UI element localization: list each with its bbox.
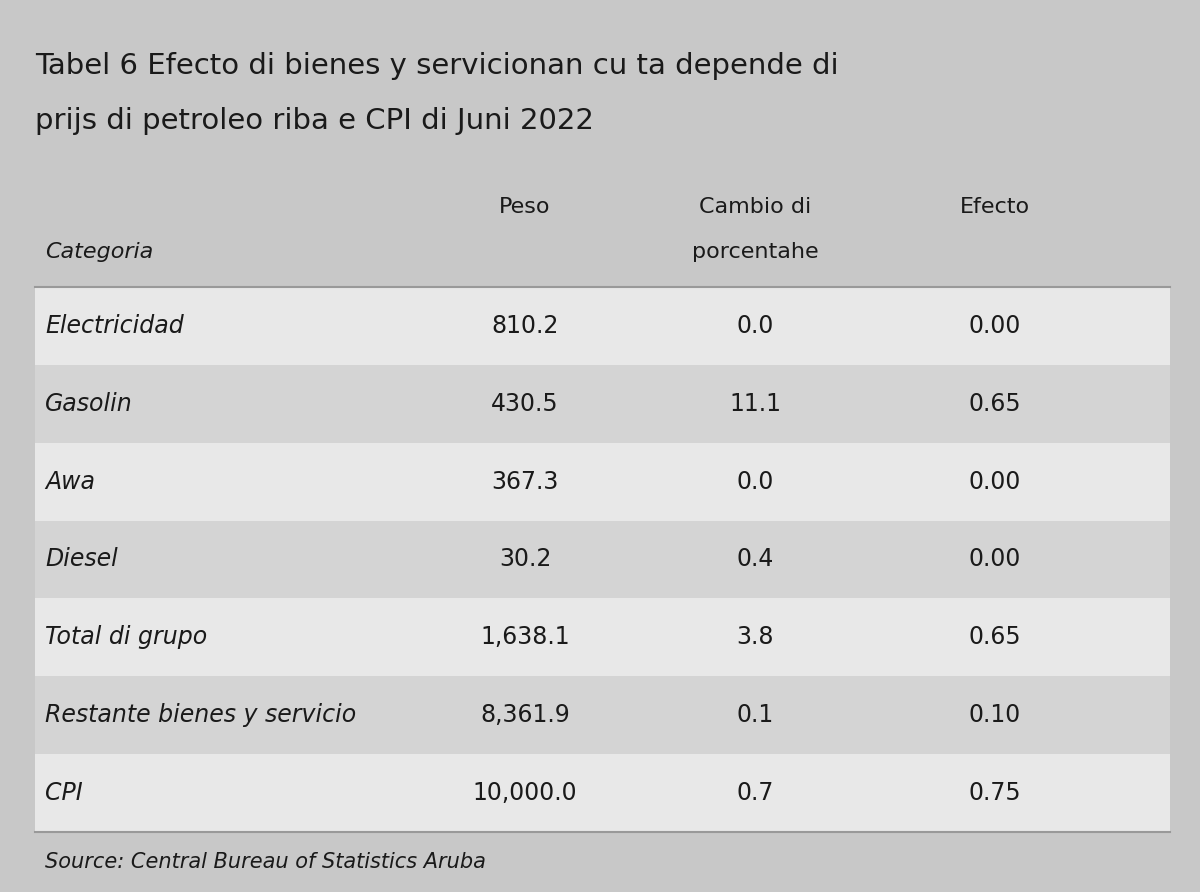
- Text: 0.10: 0.10: [968, 703, 1021, 727]
- Text: 0.75: 0.75: [968, 781, 1021, 805]
- Bar: [35, 599, 1170, 676]
- Text: Source: Central Bureau of Statistics Aruba: Source: Central Bureau of Statistics Aru…: [46, 852, 486, 872]
- Text: 0.0: 0.0: [737, 470, 774, 493]
- Text: Restante bienes y servicio: Restante bienes y servicio: [46, 703, 356, 727]
- Text: 0.0: 0.0: [737, 314, 774, 338]
- Text: 430.5: 430.5: [491, 392, 559, 416]
- Text: 8,361.9: 8,361.9: [480, 703, 570, 727]
- Bar: [35, 287, 1170, 365]
- Text: 0.7: 0.7: [737, 781, 774, 805]
- Bar: [35, 365, 1170, 442]
- Text: 367.3: 367.3: [491, 470, 559, 493]
- Bar: [35, 754, 1170, 832]
- Text: Cambio di: Cambio di: [698, 197, 811, 217]
- Text: Efecto: Efecto: [960, 197, 1030, 217]
- Text: Categoria: Categoria: [46, 242, 154, 262]
- Text: Gasolin: Gasolin: [46, 392, 133, 416]
- Text: 0.00: 0.00: [968, 548, 1021, 572]
- Bar: [35, 676, 1170, 754]
- Text: prijs di petroleo riba e CPI di Juni 2022: prijs di petroleo riba e CPI di Juni 202…: [35, 107, 594, 135]
- Text: Total di grupo: Total di grupo: [46, 625, 208, 649]
- Text: 0.4: 0.4: [737, 548, 774, 572]
- Text: porcentahe: porcentahe: [691, 242, 818, 262]
- Text: Diesel: Diesel: [46, 548, 118, 572]
- Text: CPI: CPI: [46, 781, 83, 805]
- Text: 0.1: 0.1: [737, 703, 774, 727]
- Text: Tabel 6 Efecto di bienes y servicionan cu ta depende di: Tabel 6 Efecto di bienes y servicionan c…: [35, 52, 839, 80]
- Text: 10,000.0: 10,000.0: [473, 781, 577, 805]
- Text: 810.2: 810.2: [491, 314, 559, 338]
- Text: 0.00: 0.00: [968, 314, 1021, 338]
- Text: Awa: Awa: [46, 470, 95, 493]
- Text: 11.1: 11.1: [730, 392, 781, 416]
- Text: 0.65: 0.65: [968, 625, 1021, 649]
- Bar: [35, 442, 1170, 521]
- Text: 3.8: 3.8: [737, 625, 774, 649]
- Bar: [35, 521, 1170, 599]
- Text: 0.00: 0.00: [968, 470, 1021, 493]
- Text: 0.65: 0.65: [968, 392, 1021, 416]
- Text: Peso: Peso: [499, 197, 551, 217]
- Text: 1,638.1: 1,638.1: [480, 625, 570, 649]
- Text: 30.2: 30.2: [499, 548, 551, 572]
- Text: Electricidad: Electricidad: [46, 314, 184, 338]
